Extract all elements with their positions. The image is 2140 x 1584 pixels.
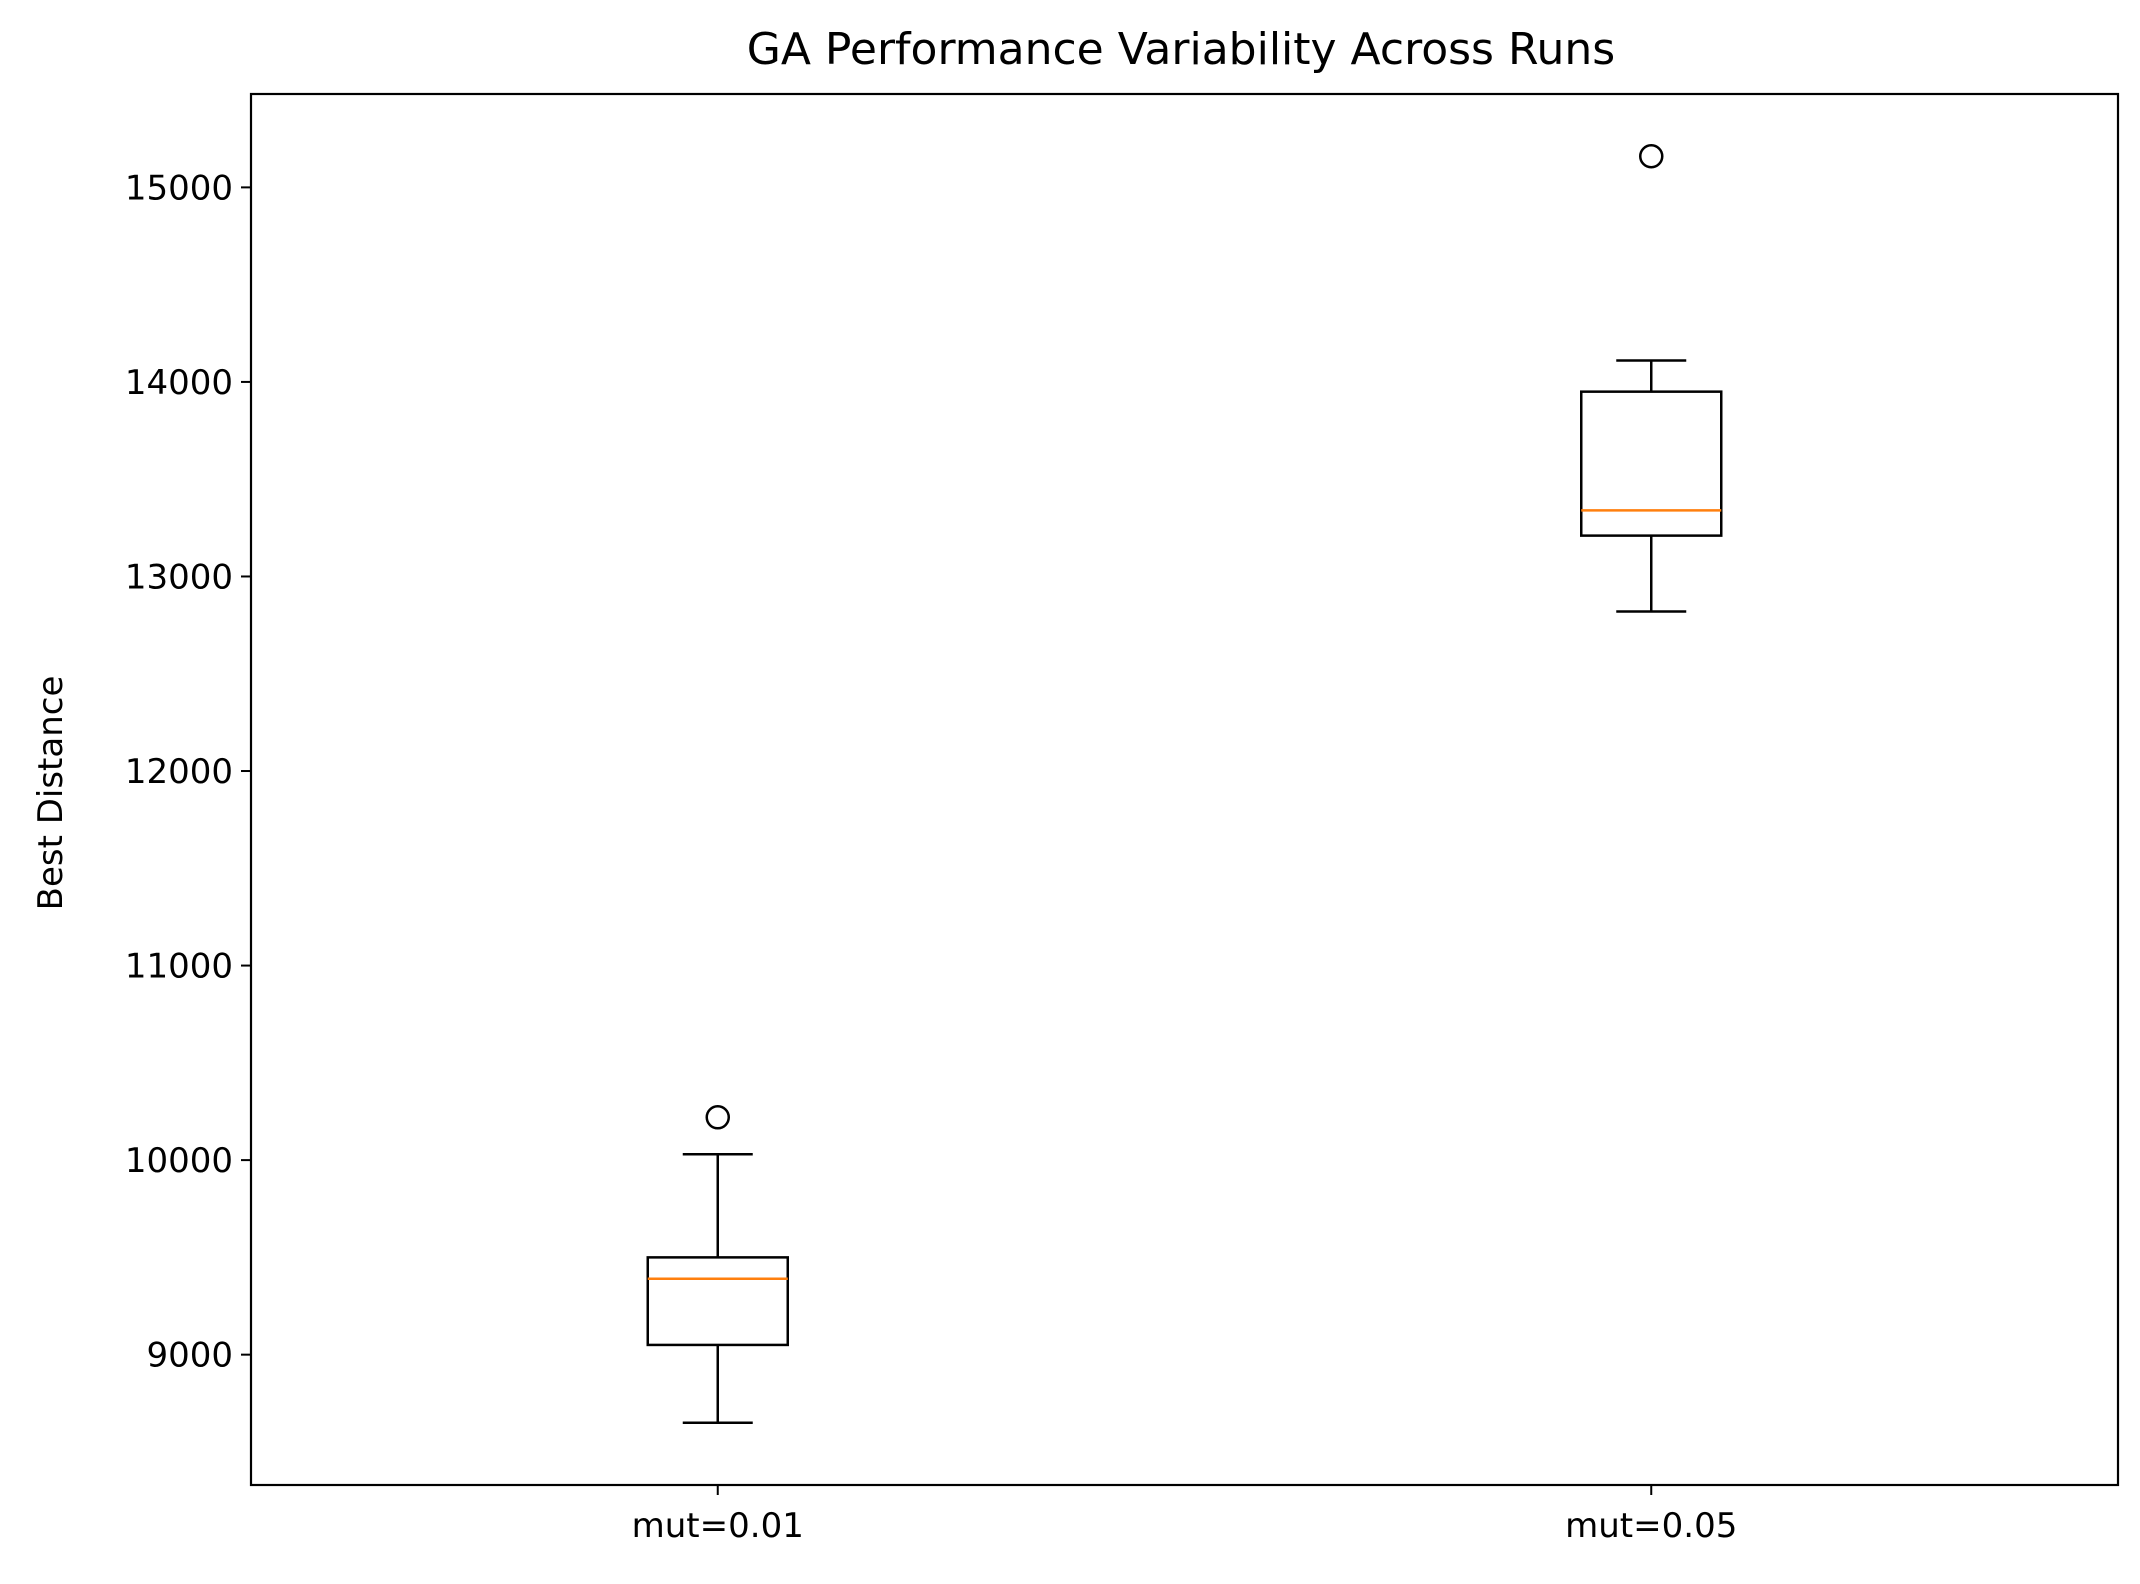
x-axis-ticks: mut=0.01 mut=0.05 (632, 1485, 1737, 1546)
iqr-box (646, 1256, 789, 1347)
y-axis-ticks: 9000 10000 11000 12000 13000 14000 15000 (125, 168, 251, 1376)
x-tick-label: mut=0.05 (1565, 1506, 1737, 1546)
box-1 (646, 1105, 789, 1424)
y-tick-label: 10000 (125, 1141, 233, 1181)
y-tick-label: 12000 (125, 752, 233, 792)
outlier-point (705, 1105, 730, 1130)
y-tick-label: 15000 (125, 168, 233, 208)
y-tick-label: 13000 (125, 557, 233, 597)
iqr-box (1580, 390, 1723, 537)
chart-title: GA Performance Variability Across Runs (747, 24, 1615, 75)
y-axis-label: Best Distance (31, 676, 71, 911)
y-tick-label: 9000 (146, 1336, 233, 1376)
plot-area-frame (249, 92, 2120, 1487)
boxes-layer (646, 144, 1723, 1424)
x-tick-label: mut=0.01 (632, 1506, 804, 1546)
outlier-point (1639, 144, 1664, 169)
y-tick-label: 11000 (125, 947, 233, 987)
y-tick-label: 14000 (125, 363, 233, 403)
box-2 (1580, 144, 1723, 613)
